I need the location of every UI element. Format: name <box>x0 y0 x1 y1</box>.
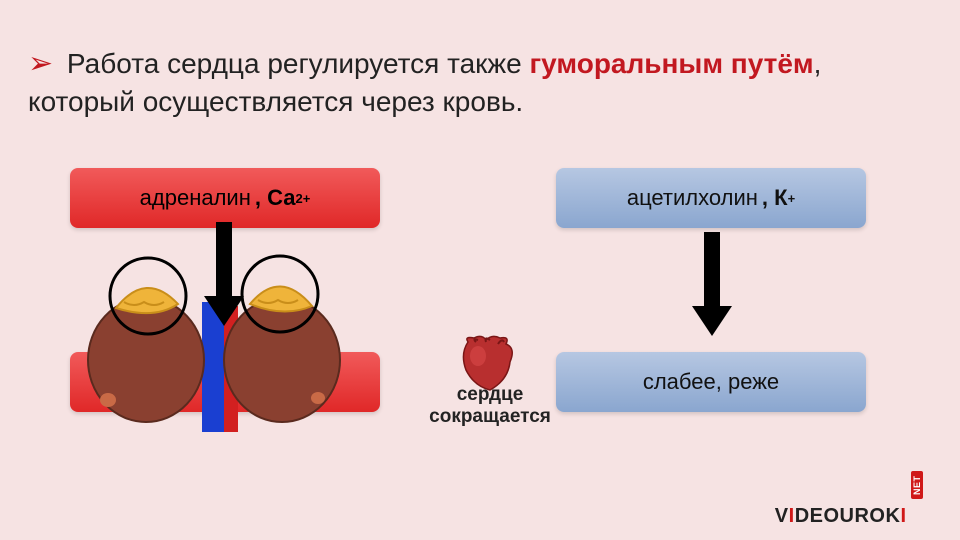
heart-label: сердце сокращается <box>410 384 570 428</box>
title-prefix: Работа сердца регулируется также <box>67 48 530 79</box>
arrow-right-shaft <box>704 232 720 308</box>
right-kidney-spot <box>311 392 325 404</box>
left-kidney-spot <box>100 393 116 407</box>
heart-highlight <box>470 346 486 366</box>
bullet-icon: ➢ <box>28 45 53 83</box>
acetylcholine-label-a: ацетилхолин <box>627 185 758 211</box>
acetylcholine-label-b: , К <box>762 185 788 211</box>
watermark: VIDEOUROKINET <box>775 505 936 528</box>
box-acetylcholine: ацетилхолин , К+ <box>556 168 866 228</box>
arrow-left-head <box>204 296 244 326</box>
box-adrenaline: адреналин , Са2+ <box>70 168 380 228</box>
right-adrenal-gland <box>250 286 312 311</box>
watermark-v: V <box>775 505 789 527</box>
arrow-right <box>692 232 732 342</box>
weaker-label: слабее, реже <box>643 369 779 395</box>
heart-body <box>463 336 512 390</box>
arrow-left <box>204 222 244 332</box>
acetylcholine-sup: + <box>788 191 796 206</box>
watermark-i2: I <box>900 505 906 527</box>
left-adrenal-gland <box>116 288 178 313</box>
slide-title: ➢ Работа сердца регулируется также гумор… <box>28 46 924 119</box>
arrow-left-shaft <box>216 222 232 298</box>
adrenaline-label-a: адреналин <box>140 185 251 211</box>
watermark-badge: NET <box>911 472 923 500</box>
adrenaline-sup: 2+ <box>296 191 311 206</box>
watermark-mid: DEOUROK <box>795 505 901 527</box>
title-highlight: гуморальным путём <box>530 48 814 79</box>
box-weaker: слабее, реже <box>556 352 866 412</box>
adrenaline-label-b: , Са <box>255 185 296 211</box>
arrow-right-head <box>692 306 732 336</box>
